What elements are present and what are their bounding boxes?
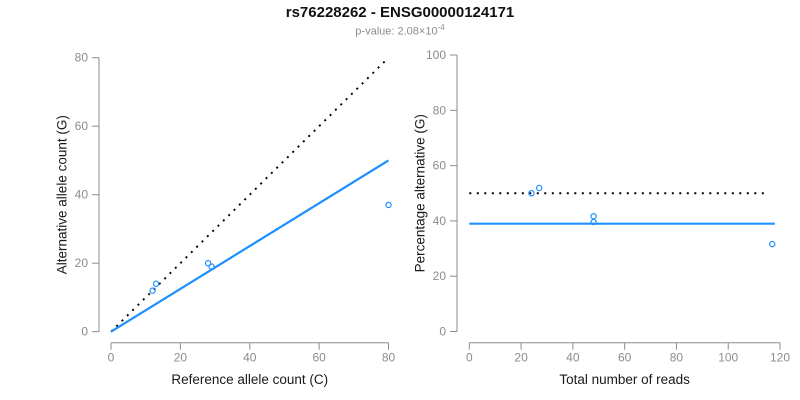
data-point — [590, 212, 597, 220]
p-value-exponent: -4 — [437, 23, 445, 32]
y-tick-label: 0 — [81, 325, 88, 339]
left-scatter-plot: 0 20 40 60 80 0 20 40 60 80 Reference allele count… — [55, 51, 396, 388]
y-tick-label: 40 — [433, 214, 447, 228]
x-tick-label: 0 — [466, 351, 473, 365]
data-point — [385, 201, 392, 209]
x-tick-label: 80 — [670, 351, 684, 365]
p-value-label: p-value: 2.08×10 — [355, 25, 438, 38]
data-point — [208, 263, 215, 270]
y-tick-label: 60 — [75, 119, 89, 133]
data-point — [152, 280, 160, 287]
y-tick-label: 80 — [75, 51, 89, 65]
y-tick-label: 60 — [433, 159, 447, 173]
solid-fit-line — [110, 159, 390, 333]
y-tick-label: 100 — [426, 48, 446, 62]
right-scatter-plot: 0 20 40 60 80 100 0 20 40 60 80 100 120 Total number … — [413, 48, 791, 387]
plot-subtitle: p-value: 2.08×10-4 — [0, 23, 800, 38]
y-axis-label: Percentage alternative (G) — [413, 114, 428, 272]
data-point — [590, 218, 597, 226]
y-tick-label: 80 — [433, 103, 447, 117]
x-tick-label: 80 — [382, 351, 396, 365]
x-axis-label: Total number of reads — [559, 372, 690, 387]
x-tick-label: 20 — [514, 351, 528, 365]
x-tick-label: 60 — [312, 351, 326, 365]
data-point — [528, 190, 535, 197]
data-point — [769, 240, 776, 248]
x-tick-label: 100 — [718, 351, 738, 365]
plot-title: rs76228262 - ENSG00000124171 — [285, 4, 515, 21]
x-tick-label: 40 — [566, 351, 580, 365]
y-axis-label: Alternative allele count (G) — [55, 115, 70, 274]
y-tick-label: 40 — [75, 188, 89, 202]
y-tick-label: 0 — [439, 325, 446, 339]
x-tick-label: 40 — [243, 351, 257, 365]
y-tick-label: 20 — [75, 256, 89, 270]
x-tick-label: 120 — [770, 351, 790, 365]
x-tick-label: 20 — [174, 351, 188, 365]
data-point — [204, 260, 212, 267]
x-tick-label: 0 — [108, 351, 115, 365]
data-point — [149, 287, 156, 294]
y-tick-label: 20 — [433, 269, 447, 283]
x-tick-label: 60 — [618, 351, 632, 365]
dotted-reference-line — [110, 57, 390, 333]
x-axis-label: Reference allele count (C) — [171, 372, 328, 387]
data-point — [536, 184, 543, 192]
